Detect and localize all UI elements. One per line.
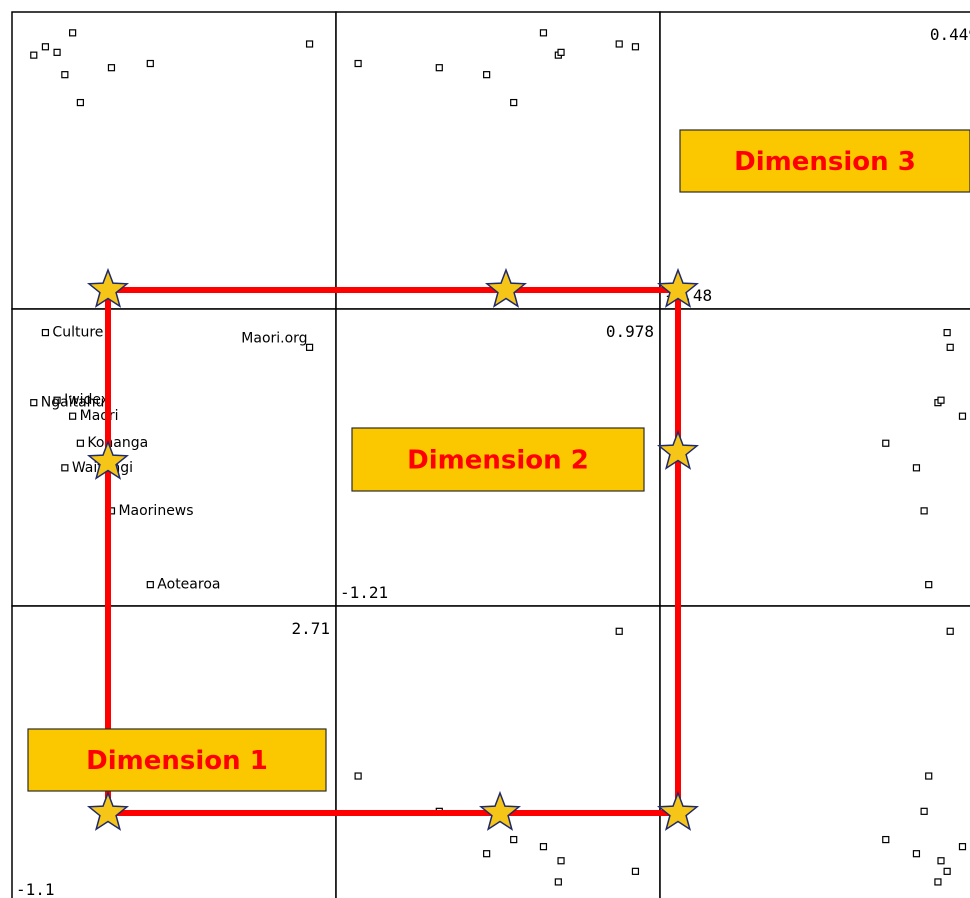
panel-frame-r2-c2 [659, 605, 970, 898]
data-point [557, 48, 565, 56]
data-point [539, 29, 548, 37]
data-point [943, 867, 951, 875]
dimension-box [27, 728, 327, 792]
dimension-box-label: Dimension 2 [407, 446, 589, 476]
data-point [937, 396, 945, 404]
star-marker [478, 790, 522, 831]
data-point [354, 772, 362, 780]
range-max-label: 2.71 [291, 619, 330, 638]
point-label: Maori.org [241, 330, 307, 346]
panel-frame-r2-c1 [335, 605, 661, 898]
dimension-box-label: Dimension 3 [734, 147, 916, 177]
data-point [61, 464, 69, 472]
point-label: Aotearoa [157, 577, 220, 593]
annotation-overlay [86, 267, 700, 831]
data-point [925, 581, 933, 589]
data-point [354, 59, 362, 68]
data-point [912, 850, 921, 858]
point-label: Kohanga [87, 435, 148, 451]
data-point [435, 64, 443, 72]
data-point [958, 843, 967, 851]
data-point [554, 878, 562, 886]
data-point [76, 98, 84, 107]
dimension-label-boxes: Dimension 3 Dimension 2 Dimension 1 [27, 129, 970, 792]
data-point [69, 29, 77, 37]
range-max-label: 0.449 [930, 25, 970, 44]
panel-frame-r0-c0 [11, 11, 337, 310]
data-point [305, 343, 314, 351]
data-points [30, 29, 967, 886]
dimension-box-label: Dimension 1 [86, 746, 268, 776]
point-label: Maori [80, 408, 119, 424]
data-point [483, 850, 491, 858]
data-point [146, 59, 154, 68]
data-point [53, 48, 61, 56]
data-point [946, 627, 954, 635]
data-point [557, 857, 565, 865]
data-point [943, 328, 951, 337]
data-point [946, 343, 954, 351]
data-point [934, 878, 942, 886]
dimension-box [679, 129, 970, 193]
panel-frame-r0-c1 [335, 11, 661, 310]
data-point [41, 43, 50, 51]
data-point [615, 40, 623, 48]
point-label: Culture [52, 325, 103, 341]
star-marker [656, 429, 700, 470]
panel-frame-r1-c2 [659, 308, 970, 607]
data-point [631, 867, 640, 875]
panel-frame-r1-c0 [11, 308, 337, 607]
data-point [30, 399, 38, 407]
data-point [146, 581, 154, 589]
star-marker [484, 267, 528, 308]
range-labels: 0.449-1.480.978-1.212.71-1.1 [16, 25, 970, 898]
point-label: Iwidex [64, 392, 109, 408]
dimension-box [351, 427, 645, 492]
data-point [510, 98, 518, 107]
data-point [920, 507, 928, 515]
data-point [539, 843, 548, 851]
star-marker [86, 439, 130, 480]
data-point [958, 412, 967, 420]
data-point [305, 40, 314, 48]
data-point [76, 439, 84, 447]
data-point [920, 807, 928, 815]
range-min-label: -1.21 [340, 583, 388, 602]
data-point [69, 412, 77, 420]
range-min-label: -1.1 [16, 880, 55, 898]
data-point [41, 328, 50, 337]
star-marker [656, 267, 700, 308]
data-point [30, 51, 38, 59]
star-marker [86, 790, 130, 831]
range-max-label: 0.978 [606, 322, 654, 341]
data-point [912, 464, 921, 472]
data-point [61, 71, 69, 79]
point-label: Maorinews [118, 503, 193, 519]
data-point [53, 396, 61, 404]
data-point [882, 835, 890, 844]
data-point [937, 857, 945, 865]
data-point [483, 71, 491, 79]
star-marker [86, 267, 130, 308]
data-point [925, 772, 933, 780]
data-point [615, 627, 623, 635]
star-marker [656, 790, 700, 831]
data-point [107, 64, 116, 72]
point-label: Ngaitahu [41, 395, 105, 411]
data-point [882, 439, 890, 447]
data-point [631, 43, 640, 51]
data-point [510, 835, 518, 844]
